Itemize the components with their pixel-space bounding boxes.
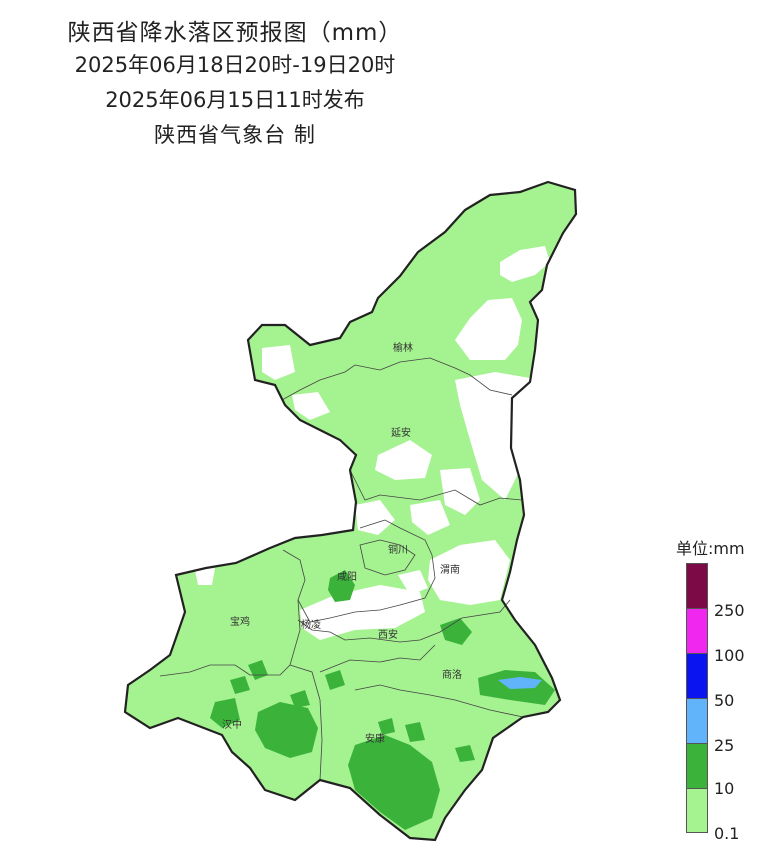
city-label-yanan: 延安 [391,426,411,439]
no-rain-areas [195,246,550,640]
city-boundaries [159,357,524,781]
legend-label-0.1: 0.1 [714,824,740,843]
province-fill [125,182,576,840]
legend-swatch-light-blue [686,698,708,743]
legend-label-25: 25 [714,736,735,755]
city-label-hanzhong: 汉中 [222,718,242,731]
city-label-shangluo: 商洛 [442,668,462,681]
forecast-period: 2025年06月18日20时-19日20时 [74,53,396,77]
city-label-yangling: 杨凌 [301,618,321,631]
legend-swatch-light-green [686,788,708,833]
city-label-ankang: 安康 [365,732,385,745]
legend-label-10: 10 [714,779,735,798]
issuer: 陕西省气象台 制 [154,123,316,147]
legend-title: 单位:mm [676,539,745,558]
city-label-weinan: 渭南 [440,563,460,576]
rain-areas [195,246,555,830]
legend-swatch-magenta [686,608,708,653]
city-label-xian: 西安 [378,628,398,641]
legend-label-100: 100 [714,646,745,665]
map-title-block: 陕西省降水落区预报图（mm） 2025年06月18日20时-19日20时 202… [0,18,470,152]
city-label-yulin: 榆林 [393,341,413,354]
legend-label-50: 50 [714,691,735,710]
legend-swatch-blue [686,653,708,698]
city-label-baoji: 宝鸡 [230,615,250,628]
city-label-xianyang: 咸阳 [337,571,357,583]
city-label-tongchuan: 铜川 [388,544,408,556]
legend-swatch-top [686,563,708,608]
legend-swatch-green [686,743,708,788]
heavy-rain-area [498,677,542,689]
legend-label-250: 250 [714,601,745,620]
city-labels: 榆林 延安 铜川 咸阳 渭南 宝鸡 杨凌 西安 商洛 汉中 安康 [222,341,462,745]
issue-time: 2025年06月15日11时发布 [105,88,365,112]
moderate-rain-areas [210,570,555,830]
legend-color-bar [686,563,708,833]
map-title: 陕西省降水落区预报图（mm） [67,20,403,46]
